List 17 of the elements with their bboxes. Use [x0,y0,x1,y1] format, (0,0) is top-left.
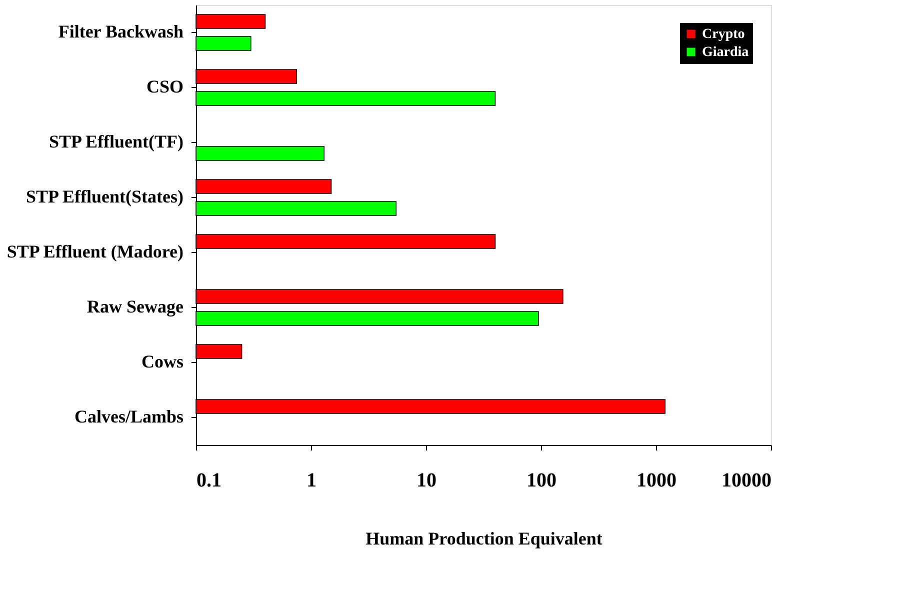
y-tick-label: Filter Backwash [58,22,184,42]
x-tick-label: 100 [526,470,556,492]
y-tick-label: STP Effluent (Madore) [6,242,184,262]
x-tick-label: 1 [306,470,316,492]
y-tick-label: STP Effluent(TF) [48,132,184,152]
y-tick-label: Calves/Lambs [74,406,184,426]
legend-label: Giardia [702,45,749,60]
y-tick-label: CSO [146,76,184,96]
x-tick-label: 10 [416,470,436,492]
x-axis-title: Human Production Equivalent [366,528,602,548]
x-tick-label: 0.1 [196,470,222,492]
y-tick-label: STP Effluent(States) [26,186,184,206]
y-tick-label: Raw Sewage [87,296,184,316]
x-tick-label: 1000 [636,470,676,492]
x-tick-label: 10000 [722,470,772,492]
y-tick-label: Cows [141,352,184,372]
legend-label: Crypto [702,27,745,42]
